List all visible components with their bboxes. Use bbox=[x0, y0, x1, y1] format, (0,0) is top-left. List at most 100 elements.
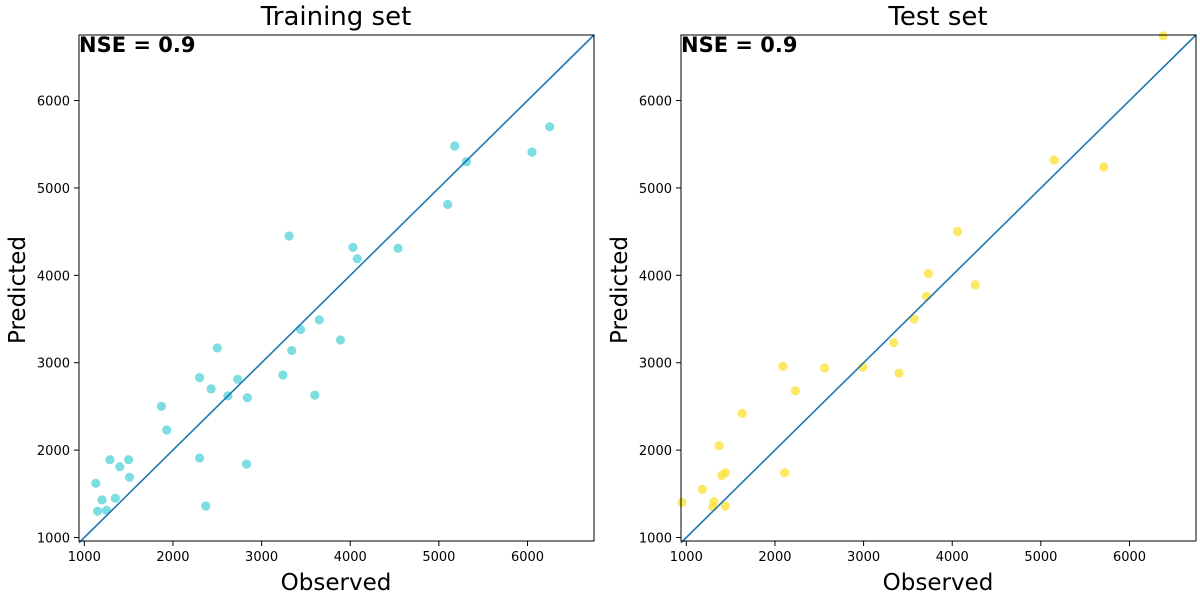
training-point-34 bbox=[545, 122, 555, 132]
test-x-tick-label-1: 2000 bbox=[758, 550, 791, 565]
training-point-0 bbox=[91, 478, 101, 488]
training-point-15 bbox=[212, 343, 222, 353]
training-point-20 bbox=[278, 370, 288, 380]
training-point-24 bbox=[310, 390, 320, 400]
test-point-10 bbox=[780, 468, 790, 478]
training-point-17 bbox=[233, 374, 243, 384]
test-x-label: Observed bbox=[883, 570, 994, 596]
training-point-22 bbox=[287, 345, 297, 356]
training-point-30 bbox=[443, 199, 453, 210]
test-identity-line bbox=[680, 34, 1197, 544]
test-point-3 bbox=[709, 497, 719, 507]
training-x-label: Observed bbox=[281, 570, 392, 596]
test-x-tick-label-5: 6000 bbox=[1113, 550, 1146, 565]
training-x-tick-label-0: 1000 bbox=[68, 550, 101, 565]
training-point-18 bbox=[241, 459, 252, 469]
test-plot-frame bbox=[680, 34, 1197, 542]
test-y-ticks: 1000 2000 3000 4000 5000 6000 bbox=[639, 95, 681, 547]
test-y-tick-label-0: 1000 bbox=[639, 532, 672, 547]
test-point-7 bbox=[720, 501, 730, 511]
training-x-tick-label-1: 2000 bbox=[156, 550, 189, 565]
test-point-16 bbox=[909, 314, 919, 324]
test-point-17 bbox=[921, 291, 932, 301]
training-y-tick-label-0: 1000 bbox=[37, 532, 70, 547]
test-point-21 bbox=[1049, 155, 1059, 165]
training-reference-line bbox=[78, 34, 595, 544]
training-points bbox=[91, 122, 555, 516]
training-point-3 bbox=[101, 505, 112, 515]
test-x-tick-label-4: 5000 bbox=[1024, 550, 1057, 565]
test-x-tick-label-0: 1000 bbox=[670, 550, 703, 565]
training-y-tick-label-5: 6000 bbox=[37, 95, 70, 110]
test-point-19 bbox=[953, 227, 963, 237]
training-point-31 bbox=[450, 141, 460, 151]
test-point-14 bbox=[889, 338, 899, 348]
training-x-tick-label-4: 5000 bbox=[422, 550, 455, 565]
training-point-9 bbox=[156, 401, 166, 411]
test-point-12 bbox=[820, 363, 830, 373]
test-set-panel: 1000 2000 3000 4000 5000 6000 1000 2000 3000 400… bbox=[607, 2, 1197, 596]
test-y-tick-label-3: 4000 bbox=[639, 269, 672, 284]
training-y-tick-label-2: 3000 bbox=[37, 357, 70, 372]
training-point-29 bbox=[393, 243, 403, 253]
test-x-tick-label-3: 4000 bbox=[936, 550, 969, 565]
training-point-21 bbox=[284, 231, 294, 241]
test-point-15 bbox=[894, 368, 904, 378]
training-point-2 bbox=[97, 495, 107, 505]
training-plot-frame bbox=[78, 34, 595, 542]
training-point-11 bbox=[195, 373, 205, 383]
training-point-4 bbox=[105, 455, 115, 465]
test-y-tick-label-2: 3000 bbox=[639, 357, 672, 372]
training-point-33 bbox=[527, 147, 537, 157]
training-point-19 bbox=[242, 393, 252, 403]
test-y-tick-label-5: 6000 bbox=[639, 95, 672, 110]
training-title: Training set bbox=[260, 2, 412, 32]
training-point-8 bbox=[124, 472, 135, 482]
test-reference-line bbox=[680, 34, 1197, 544]
test-point-4 bbox=[714, 441, 724, 451]
training-point-28 bbox=[352, 254, 362, 264]
test-point-22 bbox=[1099, 162, 1109, 172]
training-point-5 bbox=[110, 493, 120, 503]
test-title: Test set bbox=[887, 2, 987, 32]
test-nse-annotation: NSE = 0.9 bbox=[681, 33, 797, 57]
training-point-10 bbox=[162, 425, 172, 435]
training-point-26 bbox=[335, 335, 346, 345]
test-points bbox=[677, 31, 1168, 512]
training-point-25 bbox=[314, 315, 324, 325]
test-y-label: Predicted bbox=[607, 236, 633, 344]
training-point-13 bbox=[201, 501, 211, 511]
test-point-20 bbox=[970, 280, 980, 290]
test-point-0 bbox=[677, 497, 687, 508]
training-x-tick-label-5: 6000 bbox=[511, 550, 544, 565]
test-point-18 bbox=[923, 269, 933, 279]
training-y-label: Predicted bbox=[5, 236, 31, 344]
training-point-27 bbox=[348, 242, 358, 252]
test-x-tick-label-2: 3000 bbox=[847, 550, 880, 565]
training-identity-line bbox=[78, 34, 595, 544]
test-point-6 bbox=[720, 468, 730, 478]
test-point-9 bbox=[778, 361, 788, 371]
training-point-23 bbox=[296, 324, 306, 335]
training-point-1 bbox=[93, 506, 103, 516]
training-point-14 bbox=[206, 384, 216, 394]
test-x-ticks: 1000 2000 3000 4000 5000 6000 bbox=[670, 541, 1146, 565]
training-y-tick-label-3: 4000 bbox=[37, 269, 70, 284]
training-y-ticks: 1000 2000 3000 4000 5000 6000 bbox=[37, 95, 79, 547]
training-y-tick-label-1: 2000 bbox=[37, 444, 70, 459]
training-nse-annotation: NSE = 0.9 bbox=[79, 33, 195, 57]
training-y-tick-label-4: 5000 bbox=[37, 182, 70, 197]
training-x-ticks: 1000 2000 3000 4000 5000 6000 bbox=[68, 541, 544, 565]
test-y-tick-label-1: 2000 bbox=[639, 444, 672, 459]
training-point-6 bbox=[115, 462, 125, 472]
training-set-panel: 1000 2000 3000 4000 5000 6000 1000 2000 3000 400… bbox=[5, 2, 595, 596]
test-y-tick-label-4: 5000 bbox=[639, 182, 672, 197]
test-point-1 bbox=[697, 484, 707, 494]
training-point-7 bbox=[124, 455, 134, 465]
test-point-11 bbox=[790, 386, 800, 396]
training-x-tick-label-2: 3000 bbox=[245, 550, 278, 565]
training-x-tick-label-3: 4000 bbox=[334, 550, 367, 565]
test-point-23 bbox=[1158, 31, 1168, 41]
test-point-8 bbox=[737, 408, 747, 418]
